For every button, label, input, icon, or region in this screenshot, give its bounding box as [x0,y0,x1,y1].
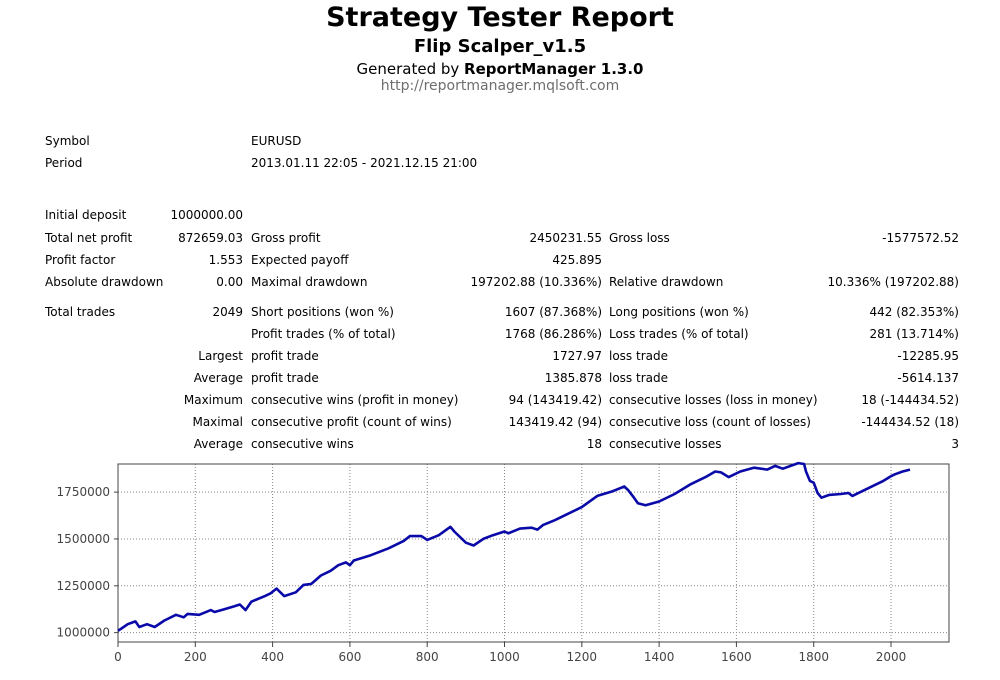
largest-loss-value: -12285.95 [897,349,959,363]
max-consec-losses-value: 18 (-144434.52) [861,393,959,407]
avg-consec-losses-value: 3 [951,437,959,451]
y-tick-label: 1500000 [57,532,110,546]
average-label: Average [193,371,243,385]
average-profit-value: 1385.878 [544,371,602,385]
loss-trades-label: Loss trades (% of total) [609,327,749,341]
period-value: 2013.01.11 22:05 - 2021.12.15 21:00 [251,156,478,170]
largest-profit-value: 1727.97 [552,349,602,363]
expected-payoff-value: 425.895 [552,253,602,267]
avg-consec-label: Average [193,437,243,451]
x-tick-label: 800 [416,650,439,664]
maximal-consec-profit-value: 143419.42 (94) [508,415,602,429]
y-tick-label: 1000000 [57,626,110,640]
plot-frame [117,463,950,643]
x-tick-label: 1000 [489,650,520,664]
absolute-drawdown-value: 0.00 [216,275,243,289]
symbol-label: Symbol [45,134,90,148]
x-tick-label: 600 [338,650,361,664]
initial-deposit-label: Initial deposit [45,208,127,222]
short-positions-label: Short positions (won %) [251,305,394,319]
expected-payoff-label: Expected payoff [251,253,349,267]
period-label: Period [45,156,83,170]
maximal-consec-loss-value: -144434.52 (18) [861,415,959,429]
generated-by-line: Generated by ReportManager 1.3.0 [0,60,1000,78]
y-tick-label: 1250000 [57,579,110,593]
x-tick-label: 1200 [567,650,598,664]
profit-factor-value: 1.553 [208,253,243,267]
x-tick-label: 1800 [798,650,829,664]
balance-line [117,461,911,632]
x-tick-label: 1600 [721,650,752,664]
y-tick-label: 1750000 [57,485,110,499]
largest-loss-label: loss trade [609,349,668,363]
short-positions-value: 1607 (87.368%) [504,305,602,319]
symbol-value: EURUSD [251,134,302,148]
gross-profit-label: Gross profit [251,231,321,245]
average-loss-value: -5614.137 [897,371,959,385]
maximum-label: Maximum [183,393,243,407]
max-consec-wins-label: consecutive wins (profit in money) [251,393,459,407]
maximal-consec-profit-label: consecutive profit (count of wins) [251,415,452,429]
total-trades-label: Total trades [45,305,116,319]
x-tick-label: 2000 [876,650,907,664]
absolute-drawdown-label: Absolute drawdown [45,275,164,289]
maximal-drawdown-label: Maximal drawdown [251,275,368,289]
avg-consec-losses-label: consecutive losses [609,437,722,451]
x-axis-ticks: 0 200 400 600 800 1000 1200 1400 1600 1800 2000 [114,642,906,664]
maximal-label: Maximal [192,415,243,429]
gross-loss-label: Gross loss [609,231,670,245]
average-profit-label: profit trade [251,371,319,385]
total-net-profit-value: 872659.03 [178,231,243,245]
avg-consec-wins-value: 18 [586,437,602,451]
chart-grid [117,464,949,642]
largest-label: Largest [198,349,243,363]
generator-tool: ReportManager 1.3.0 [464,60,644,78]
generator-url: http://reportmanager.mqlsoft.com [380,78,620,94]
long-positions-value: 442 (82.353%) [869,305,959,319]
long-positions-label: Long positions (won %) [609,305,749,319]
x-tick-label: 1400 [644,650,675,664]
report-title: Strategy Tester Report [326,2,674,33]
profit-trades-label: Profit trades (% of total) [251,327,396,341]
max-consec-wins-value: 94 (143419.42) [508,393,602,407]
relative-drawdown-value: 10.336% (197202.88) [827,275,959,289]
profit-trades-value: 1768 (86.286%) [504,327,602,341]
profit-factor-label: Profit factor [45,253,116,267]
loss-trades-value: 281 (13.714%) [869,327,959,341]
generated-prefix: Generated by [356,60,460,78]
average-loss-label: loss trade [609,371,668,385]
x-tick-label: 200 [184,650,207,664]
strategy-name: Flip Scalper_v1.5 [413,36,587,57]
y-axis-ticks: 1000000 1250000 1500000 1750000 [57,485,118,640]
maximal-consec-loss-label: consecutive loss (count of losses) [609,415,811,429]
avg-consec-wins-label: consecutive wins [251,437,354,451]
max-consec-losses-label: consecutive losses (loss in money) [609,393,818,407]
total-net-profit-label: Total net profit [45,231,133,245]
total-trades-value: 2049 [212,305,243,319]
initial-deposit-value: 1000000.00 [170,208,243,222]
largest-profit-label: profit trade [251,349,319,363]
x-tick-label: 400 [261,650,284,664]
x-tick-label: 0 [114,650,122,664]
relative-drawdown-label: Relative drawdown [609,275,724,289]
gross-loss-value: -1577572.52 [882,231,959,245]
maximal-drawdown-value: 197202.88 (10.336%) [470,275,602,289]
gross-profit-value: 2450231.55 [529,231,602,245]
balance-chart: 1000000 1250000 1500000 1750000 0 200 400 600 8… [57,461,950,664]
